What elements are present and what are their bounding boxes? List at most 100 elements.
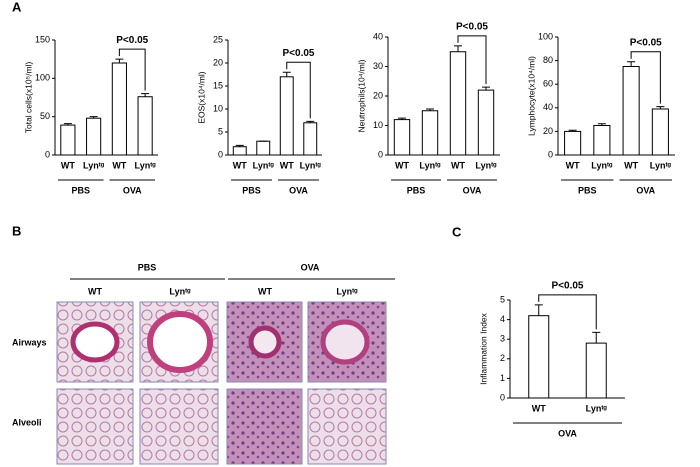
bar (528, 315, 550, 399)
x-tick-label: Lynᵗᵍ (253, 160, 275, 170)
y-tick-label: 20 (373, 90, 383, 100)
x-tick-label: WT (280, 160, 294, 170)
y-tick-label: 2 (500, 353, 505, 363)
bar (86, 117, 102, 156)
error-bar (482, 86, 490, 91)
x-tick-label: Lynᵗᵍ (83, 160, 105, 170)
micrograph (226, 388, 303, 465)
error-bar (656, 106, 665, 109)
y-tick-label: 3 (500, 334, 505, 344)
y-axis-label: EOS(x10⁴/ml) (196, 71, 206, 123)
bar (137, 96, 153, 156)
y-tick-label: 20 (543, 126, 553, 136)
y-axis-label: Total cells(x10⁵/ml) (23, 62, 33, 134)
bar (585, 342, 607, 399)
annotation: P<0.05 (116, 35, 148, 46)
column-label: Lynᵗᵍ (169, 286, 191, 296)
group-label: OVA (636, 185, 655, 195)
bar (111, 62, 127, 156)
column-label: WT (88, 286, 102, 296)
x-tick-label: Lynᵗᵍ (135, 160, 157, 170)
group-label: OVA (123, 185, 142, 195)
group-label: OVA (289, 185, 308, 195)
x-tick-label: Lynᵗᵍ (419, 160, 441, 170)
y-tick-label: 1 (500, 373, 505, 383)
micrograph (56, 388, 134, 465)
annotation: P<0.05 (456, 21, 488, 32)
error-bar (398, 117, 406, 120)
airway (70, 321, 120, 363)
y-tick-label: 60 (543, 79, 553, 89)
y-axis-label: Inflammation Index (478, 312, 488, 385)
group-label: PBS (578, 185, 597, 195)
bar (564, 130, 582, 156)
y-tick-label: 5 (218, 126, 223, 136)
y-tick-label: 5 (500, 294, 505, 304)
significance-bracket (286, 61, 311, 119)
y-tick-label: 0 (500, 392, 505, 402)
error-bar (141, 93, 150, 97)
error-bar (306, 120, 315, 123)
bar (393, 119, 411, 156)
y-tick-label: 15 (213, 80, 223, 90)
y-tick-label: 100 (35, 73, 50, 83)
x-tick-label: Lynᵗᵍ (650, 160, 672, 170)
error-bar (568, 129, 577, 132)
y-tick-label: 150 (35, 34, 50, 44)
row-label: Airways (12, 337, 47, 347)
error-bar (235, 144, 244, 147)
y-tick-label: 50 (40, 111, 50, 121)
x-tick-label: Lynᵗᵍ (586, 403, 608, 413)
significance-bracket (538, 294, 597, 330)
x-tick-label: WT (566, 160, 580, 170)
error-bar (454, 45, 462, 52)
bar (449, 51, 467, 156)
y-tick-label: 80 (543, 55, 553, 65)
airway (147, 311, 213, 373)
group-label: PBS (138, 262, 157, 272)
group-label: OVA (301, 262, 320, 272)
bar (421, 110, 439, 156)
y-tick-label: 0 (378, 149, 383, 159)
x-tick-label: WT (61, 160, 75, 170)
group-label: PBS (71, 185, 90, 195)
x-tick-label: WT (395, 160, 409, 170)
y-tick-label: 40 (373, 31, 383, 41)
error-bar (592, 331, 601, 344)
annotation: P<0.05 (552, 281, 584, 292)
y-tick-label: 20 (213, 57, 223, 67)
bar (593, 125, 611, 156)
y-tick-label: 40 (543, 102, 553, 112)
bar (477, 89, 495, 156)
bar (232, 146, 247, 156)
error-bar (63, 123, 72, 126)
bar (622, 66, 640, 156)
y-tick-label: 0 (548, 149, 553, 159)
error-bar (282, 71, 291, 77)
error-bar (597, 123, 606, 126)
column-label: WT (258, 286, 272, 296)
y-axis-label: Neutrophils(10⁴/ml) (356, 59, 366, 132)
row-label: Alveoli (12, 417, 42, 427)
x-tick-label: WT (451, 160, 465, 170)
error-bar (89, 116, 98, 119)
micrographs (56, 301, 387, 465)
y-tick-label: 30 (373, 61, 383, 71)
x-tick-label: Lynᵗᵍ (475, 160, 497, 170)
y-tick-label: 0 (218, 149, 223, 159)
error-bar (426, 108, 434, 111)
annotation: P<0.05 (630, 37, 662, 48)
y-axis-label: Lymphocyte(x10⁴/ml) (526, 56, 536, 136)
bar (279, 76, 294, 156)
y-tick-label: 25 (213, 34, 223, 44)
airway (320, 319, 370, 365)
error-bar (627, 61, 636, 67)
micrograph (307, 388, 387, 465)
y-tick-label: 100 (538, 31, 553, 41)
micrograph (139, 388, 219, 465)
significance-bracket (118, 48, 146, 91)
error-bar (534, 304, 543, 316)
panel-label: A (12, 0, 22, 14)
y-tick-label: 4 (500, 314, 505, 324)
